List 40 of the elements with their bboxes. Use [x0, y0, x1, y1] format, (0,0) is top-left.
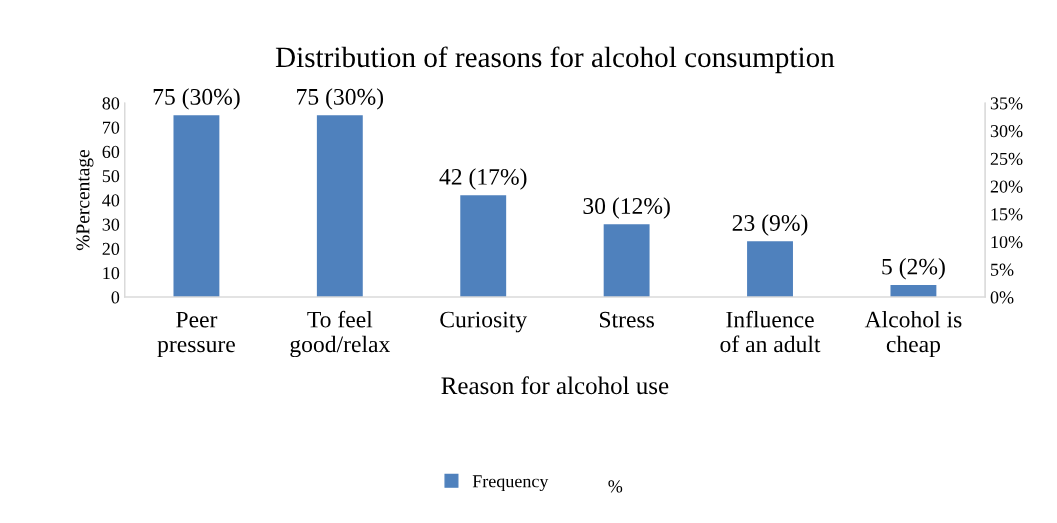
bar	[316, 115, 363, 298]
x-tick-label: Curiosity	[440, 311, 528, 333]
text: %	[608, 480, 623, 493]
x-tick-label: Stress	[600, 311, 654, 328]
y2-tick-label: 20%	[990, 180, 1023, 193]
y2-tick-label: 25%	[990, 152, 1023, 165]
x-tick-label: Alcohol is cheap	[864, 310, 962, 358]
y-tick-label: 20	[102, 242, 120, 255]
x-tick-label: Peer pressure	[157, 311, 235, 358]
data-label: 75 (30%)	[297, 88, 384, 110]
x-tick-label: To feel good/relax	[290, 310, 391, 358]
data-label: 75 (30%)	[153, 88, 240, 110]
legend-label: Frequency	[472, 475, 549, 492]
y2-tick-label: 30%	[990, 125, 1023, 138]
y2-tick-label: 10%	[991, 235, 1023, 249]
data-label: 42 (17%)	[439, 168, 527, 190]
x-axis-title: Reason for alcohol use	[441, 376, 669, 395]
data-label: 30 (12%)	[583, 197, 670, 219]
data-label: 23 (9%)	[732, 214, 808, 236]
bar	[747, 241, 793, 298]
y2-tick-label: 5%	[991, 263, 1014, 276]
y-tick-label: 60	[102, 145, 120, 158]
y-tick-label: 10	[103, 267, 120, 280]
y-tick-label: 30	[102, 218, 120, 231]
y2-tick-label: 0%	[990, 291, 1014, 304]
x-tick-label: Influence of an adult	[720, 310, 821, 353]
y-tick-label: 40	[102, 194, 120, 207]
y-tick-label: 0	[111, 291, 120, 304]
bar	[173, 115, 220, 298]
chart-title: Distribution of reasons for alcohol consumption	[275, 46, 835, 74]
bar	[603, 224, 650, 298]
bar	[890, 284, 937, 298]
y2-tick-label: 35%	[990, 97, 1023, 110]
y-tick-label: 50	[102, 170, 120, 183]
data-label: 5 (2%)	[882, 257, 945, 280]
y-tick-label: 80	[102, 97, 120, 110]
bar	[460, 195, 507, 298]
y-axis-title: %Percentage	[76, 149, 94, 251]
y-tick-label: 70	[103, 121, 120, 134]
y2-tick-label: 15%	[991, 208, 1023, 221]
